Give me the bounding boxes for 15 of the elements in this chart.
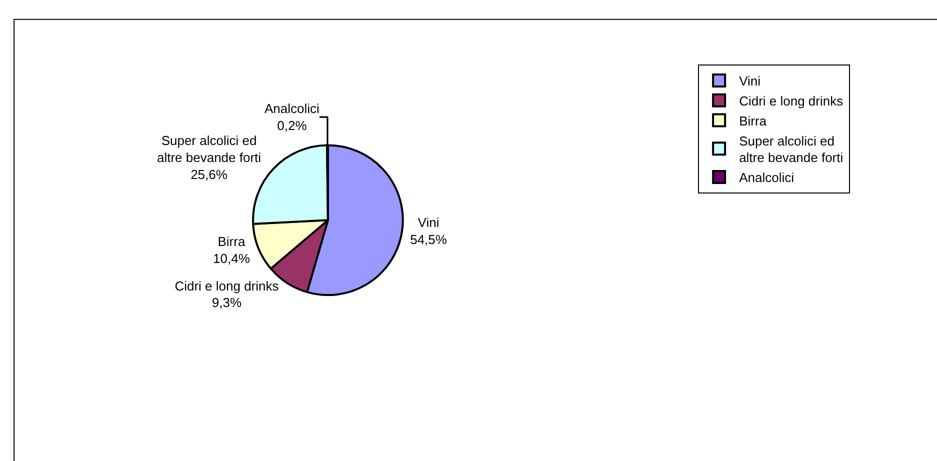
- slice-label: Birra: [218, 234, 246, 249]
- data-label: 54,5%: [410, 232, 448, 247]
- legend-label: Vini: [739, 74, 761, 89]
- data-label: 9,3%: [212, 295, 242, 310]
- data-label: 10,4%: [213, 250, 250, 266]
- legend-label: Birra: [739, 113, 768, 128]
- legend-label: Cidri e long drinks: [739, 93, 844, 108]
- legend-label: Super alcolici ed altre bevande forti: [739, 133, 844, 166]
- slice-label: Cidri e long drinks: [174, 278, 280, 294]
- slice-label: Analcolici: [264, 101, 320, 116]
- slice-label: Super alcolici ed altre bevande forti: [156, 133, 262, 165]
- data-label: 0,2%: [277, 118, 308, 134]
- slice-label: Vini: [418, 215, 440, 230]
- legend-label: Analcolici: [739, 170, 794, 186]
- data-label: 25,6%: [190, 166, 228, 182]
